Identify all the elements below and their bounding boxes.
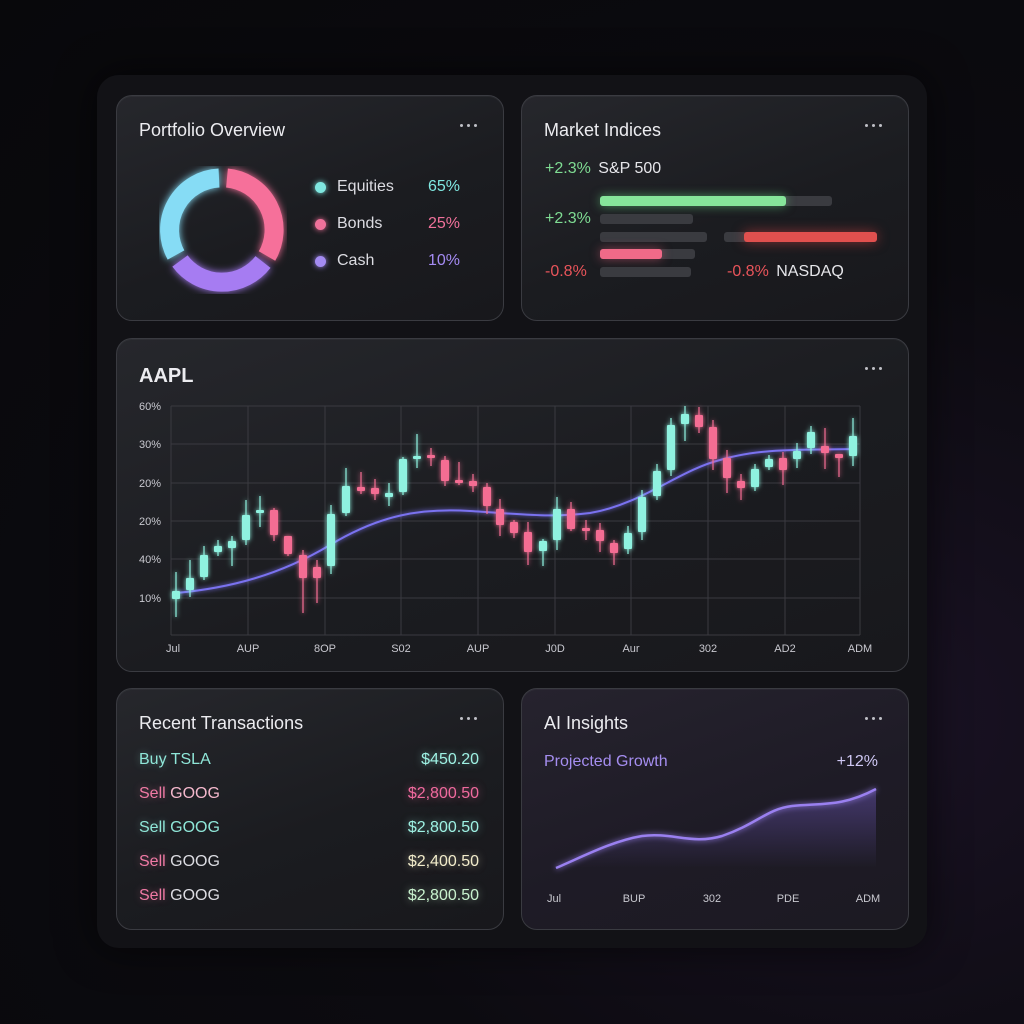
nasdaq-row[interactable]: -0.8% NASDAQ [727,263,844,281]
index-change-2: +2.3% [545,210,591,227]
more-horizontal-icon[interactable] [865,124,882,127]
x-tick-label: BUP [623,893,646,905]
transaction-action: Sell [139,853,166,870]
legend-dot-icon [315,181,326,193]
transaction-description: Sell GOOG [139,785,220,803]
more-horizontal-icon[interactable] [865,367,882,370]
legend-label: Bonds [337,215,383,232]
legend-item-bonds[interactable]: Bonds 25% [315,215,460,233]
transaction-row[interactable]: Buy TSLA $450.20 [139,751,479,769]
card-title: AI Insights [544,713,629,733]
transaction-ticker: GOOG [165,853,220,870]
transaction-row[interactable]: Sell GOOG $2,800.50 [139,887,479,905]
x-tick-label: Jul [547,893,561,905]
transaction-action: Sell [139,887,166,904]
x-tick-label: 302 [703,893,721,905]
cash-segment [172,255,271,292]
aapl-chart-card: AAPL [116,338,909,672]
sp500-name: S&P 500 [598,160,662,177]
ai-insights-card: AI Insights Projected Growth +12% Jul BUP… [521,688,909,930]
projected-growth-chart: Jul BUP 302 PDE ADM [547,787,880,905]
projected-growth-value: +12% [836,753,878,770]
nasdaq-change: -0.8% [727,263,769,280]
transaction-amount: $2,800.50 [407,887,479,904]
transaction-row[interactable]: Sell GOOG $2,800.50 [139,785,479,803]
card-title: Recent Transactions [139,713,304,733]
legend-item-cash[interactable]: Cash 10% [315,252,460,270]
transaction-description: Sell GOOG [139,819,220,837]
bar-track-6 [600,267,691,277]
transaction-ticker: GOOG [165,785,220,802]
transaction-amount: $450.20 [421,751,479,768]
projected-growth-label: Projected Growth [544,753,668,770]
x-tick-label: PDE [777,893,800,905]
transaction-action: Sell [139,819,166,836]
more-horizontal-icon[interactable] [460,124,477,127]
nasdaq-name: NASDAQ [776,263,844,280]
transaction-row[interactable]: Sell GOOG $2,800.50 [139,819,479,837]
transaction-description: Sell GOOG [139,887,220,905]
bar-track-3 [600,232,707,242]
legend-value: 25% [427,215,460,232]
legend-item-equities[interactable]: Equities 65% [315,178,460,196]
transaction-description: Sell GOOG [139,853,220,871]
card-title: Market Indices [544,120,662,140]
sp500-row[interactable]: +2.3% S&P 500 [545,160,661,178]
transaction-ticker: TSLA [166,751,211,768]
transaction-amount: $2,800.50 [407,785,479,802]
bonds-segment [225,168,284,261]
transaction-amount: $2,800.50 [407,819,479,836]
legend-dot-icon [315,218,326,230]
market-indices-card: Market Indices +2.3% S&P 500 +2.3% -0.8%… [521,95,909,321]
transaction-description: Buy TSLA [139,751,211,769]
transaction-row[interactable]: Sell GOOG $2,400.50 [139,853,479,871]
transaction-ticker: GOOG [165,887,220,904]
legend-value: 10% [427,252,460,269]
sp500-change: +2.3% [545,160,591,177]
index-change-3: -0.8% [545,263,587,280]
recent-transactions-card: Recent Transactions Buy TSLA $450.20 Sell … [116,688,504,930]
transaction-action: Sell [139,785,166,802]
transaction-action: Buy [139,751,167,768]
sp500-bar [600,196,786,206]
equities-segment [160,168,220,260]
legend-dot-icon [315,255,326,267]
card-title: Portfolio Overview [139,120,286,140]
legend-label: Cash [337,252,375,269]
bar-track-2 [600,214,693,224]
allocation-donut-chart [160,168,284,292]
transaction-amount: $2,400.50 [407,853,479,870]
more-horizontal-icon[interactable] [865,717,882,720]
x-tick-label: ADM [856,893,880,905]
growth-line [555,787,877,870]
transaction-ticker: GOOG [165,819,220,836]
nasdaq-bar [744,232,877,242]
legend-label: Equities [337,178,394,195]
more-horizontal-icon[interactable] [460,717,477,720]
negative-bar [600,249,662,259]
legend-value: 65% [427,178,460,195]
portfolio-overview-card: Portfolio Overview Equities 65% Bonds 25% Ca… [116,95,504,321]
chart-title: AAPL [139,365,194,387]
